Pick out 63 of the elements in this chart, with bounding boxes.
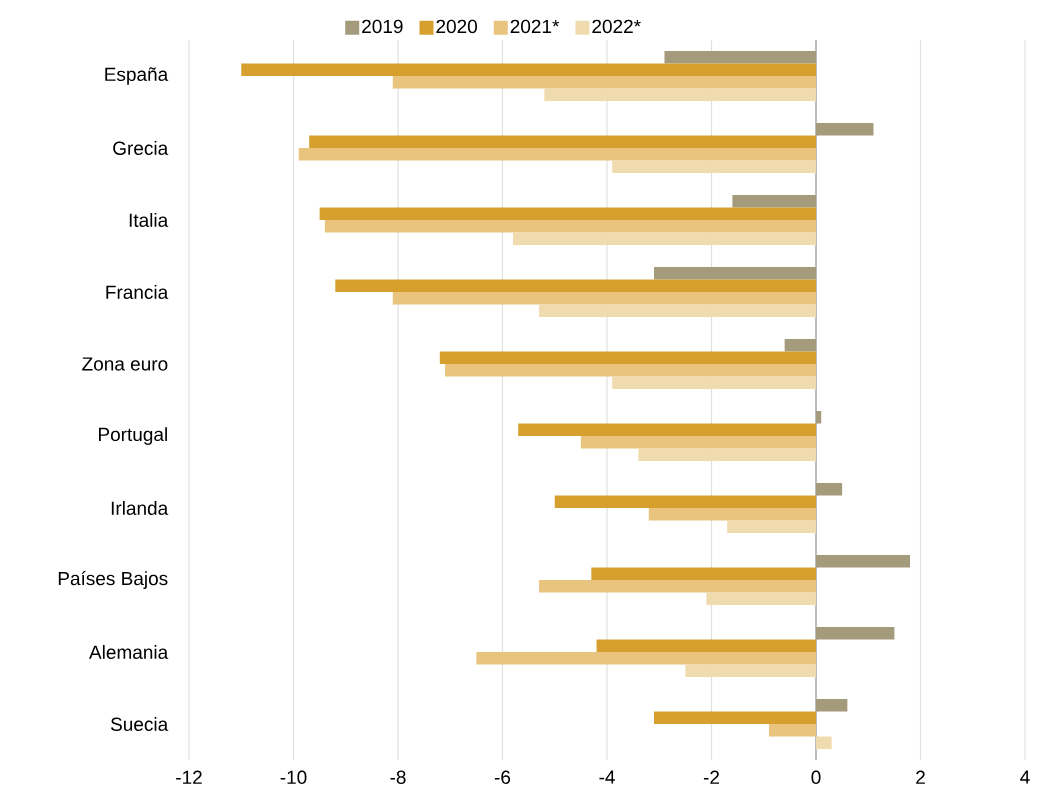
bar [732,195,817,208]
bar [816,483,843,496]
x-tick-label: 2 [916,770,925,784]
bar [476,652,817,665]
x-tick-label: -10 [280,770,307,784]
bar [612,376,817,389]
legend-label: 2019 [362,19,403,34]
y-tick-label: Irlanda [111,501,169,515]
y-tick-label: Portugal [98,427,167,445]
legend-label: 2022* [592,19,641,34]
bar [544,88,817,101]
bar [654,267,817,280]
bar [596,639,817,653]
bar [335,279,817,292]
bar [784,339,817,352]
bar [816,411,822,424]
y-tick-label: Italia [129,213,169,227]
bar [816,736,832,750]
legend-label: 2020 [436,19,477,34]
bar [518,423,817,436]
bar [816,555,911,568]
y-tick-label: Alemania [89,645,169,659]
bar [241,63,817,76]
bar [298,148,817,161]
y-tick-label: Zona euro [82,357,168,371]
bar [591,567,817,581]
y-tick-label: Grecia [113,141,169,155]
bar [445,364,817,377]
bar [539,304,817,317]
y-tick-label: Francia [106,285,169,299]
bar [816,627,895,640]
bar [654,711,817,725]
legend-label: 2021* [510,19,560,34]
bar [648,508,817,521]
x-tick-label: -8 [390,770,406,784]
bar [685,664,817,678]
bar [664,51,817,64]
bar [554,495,817,508]
x-tick-label: -4 [599,770,615,784]
x-tick-label: 4 [1020,770,1030,784]
y-tick-label: Suecia [110,717,169,731]
bar [392,292,817,305]
y-tick-label: Países Bajos [58,571,168,589]
bar [727,520,817,534]
bar [706,592,817,606]
bar [580,436,817,449]
y-tick-label: España [105,67,169,85]
bar [816,699,848,712]
x-tick-label: -2 [703,770,719,784]
bar [319,207,817,220]
x-tick-label: -6 [494,770,511,784]
bar [539,580,817,593]
bar [392,76,817,89]
x-tick-label: 0 [811,770,821,784]
bar [638,448,817,461]
bar [612,160,817,173]
bar [324,220,817,233]
x-tick-label: -12 [176,770,202,784]
bar [816,123,874,136]
bar [512,232,817,245]
bar [439,351,817,364]
bar [309,135,817,148]
bar [768,724,817,737]
